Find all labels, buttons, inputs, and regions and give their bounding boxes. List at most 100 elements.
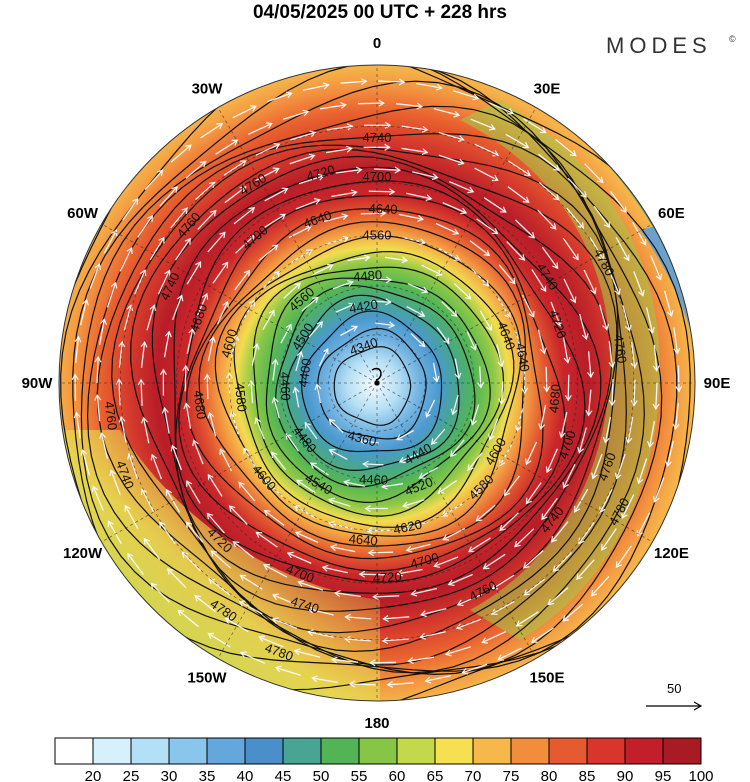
wind-vector <box>143 538 161 561</box>
wind-vector-head <box>419 632 426 640</box>
wind-vector <box>159 186 178 207</box>
colorbar-label: 95 <box>655 768 672 782</box>
wind-vector-head <box>132 197 139 205</box>
wind-vector-head <box>279 213 287 220</box>
wind-vector <box>425 399 436 418</box>
wind-vector <box>232 541 255 559</box>
wind-vector-head <box>539 127 547 134</box>
wind-vector <box>206 374 209 400</box>
wind-vector-head <box>224 617 232 624</box>
meridian-line <box>217 382 378 659</box>
wind-vector-head <box>630 362 638 369</box>
wind-vector <box>360 212 386 215</box>
wind-vector-head <box>149 304 157 312</box>
wind-vector <box>255 417 265 440</box>
wind-vector <box>247 122 273 135</box>
wind-vector <box>584 163 604 183</box>
wind-vector-head <box>302 109 310 117</box>
wind-vector <box>567 177 587 198</box>
wind-vector-head <box>118 415 126 423</box>
wind-vector-head <box>139 269 147 277</box>
colorbar-label: 70 <box>465 768 482 782</box>
wind-vector-head <box>186 480 193 487</box>
wind-vector <box>301 296 319 312</box>
wind-vector-head <box>407 657 414 664</box>
wind-vector <box>627 416 634 443</box>
wind-vector <box>432 362 438 382</box>
wind-vector <box>167 568 187 589</box>
wind-vector <box>578 427 587 453</box>
wind-vector <box>219 448 233 472</box>
wind-vector-head <box>181 207 189 214</box>
wind-vector-head <box>307 629 314 637</box>
wind-vector <box>621 494 635 519</box>
wind-vector <box>349 683 376 686</box>
wind-vector-head <box>146 215 153 222</box>
wind-vector-head <box>311 675 319 683</box>
wind-vector <box>75 412 81 439</box>
wind-vector <box>601 528 617 551</box>
wind-vector <box>608 270 620 295</box>
wind-vector-head <box>181 551 189 559</box>
wind-vector <box>295 199 320 210</box>
wind-vector <box>551 521 569 543</box>
longitude-label: 150E <box>529 669 564 686</box>
wind-vector-head <box>587 371 595 379</box>
wind-vector-head <box>243 269 251 277</box>
height-contour <box>80 80 663 676</box>
wind-vector-head <box>569 149 577 157</box>
wind-vector <box>193 440 204 465</box>
wind-vector-head <box>358 437 366 445</box>
wind-vector-head <box>74 335 82 343</box>
wind-vector <box>308 608 334 616</box>
wind-vector <box>258 636 284 648</box>
meridian-line <box>101 223 378 384</box>
wind-vector <box>345 616 372 620</box>
wind-vector <box>106 282 117 308</box>
wind-vector-head <box>457 135 465 142</box>
wind-vector-head <box>206 512 214 520</box>
height-contour <box>301 310 443 453</box>
wind-vector-head <box>194 595 201 602</box>
wind-vector <box>483 197 507 213</box>
contour-label: 4760 <box>611 333 630 364</box>
wind-vector-head <box>362 460 369 468</box>
wind-vector <box>200 123 223 139</box>
colorbar-swatch <box>510 737 550 765</box>
wind-vector <box>335 168 362 174</box>
height-contour <box>151 155 613 612</box>
wind-vector <box>479 366 482 388</box>
wind-vector-head <box>127 552 134 560</box>
graticule <box>59 65 695 701</box>
wind-vector-head <box>624 324 632 332</box>
wind-vector <box>308 321 323 338</box>
wind-vector-head <box>421 148 429 156</box>
wind-vector-head <box>388 188 396 196</box>
wind-vector-head <box>590 589 598 597</box>
wind-vector <box>79 299 88 326</box>
wind-vector-head <box>563 356 571 364</box>
wind-vector <box>302 84 329 91</box>
wind-vector <box>151 454 163 480</box>
wind-vector-head <box>614 288 621 296</box>
wind-vector <box>448 573 473 586</box>
wind-vector <box>345 638 372 642</box>
wind-vector <box>401 125 428 131</box>
wind-vector <box>445 646 471 656</box>
wind-vector-head <box>430 438 438 445</box>
wind-vector <box>546 448 558 473</box>
contour-label: 4620 <box>392 517 423 538</box>
wind-vector <box>632 221 647 246</box>
wind-vector-head <box>358 570 366 578</box>
wind-vector <box>470 118 496 130</box>
wind-vector <box>328 419 344 433</box>
brand-text: MODES <box>606 33 712 58</box>
wind-vector-head <box>329 544 337 552</box>
wind-vector <box>578 313 588 340</box>
wind-vector-head <box>602 436 610 444</box>
wind-vector <box>141 488 155 513</box>
wind-vector-head <box>294 282 301 290</box>
wind-vector <box>359 573 386 576</box>
wind-vector <box>441 301 458 317</box>
wind-vector <box>508 160 531 176</box>
